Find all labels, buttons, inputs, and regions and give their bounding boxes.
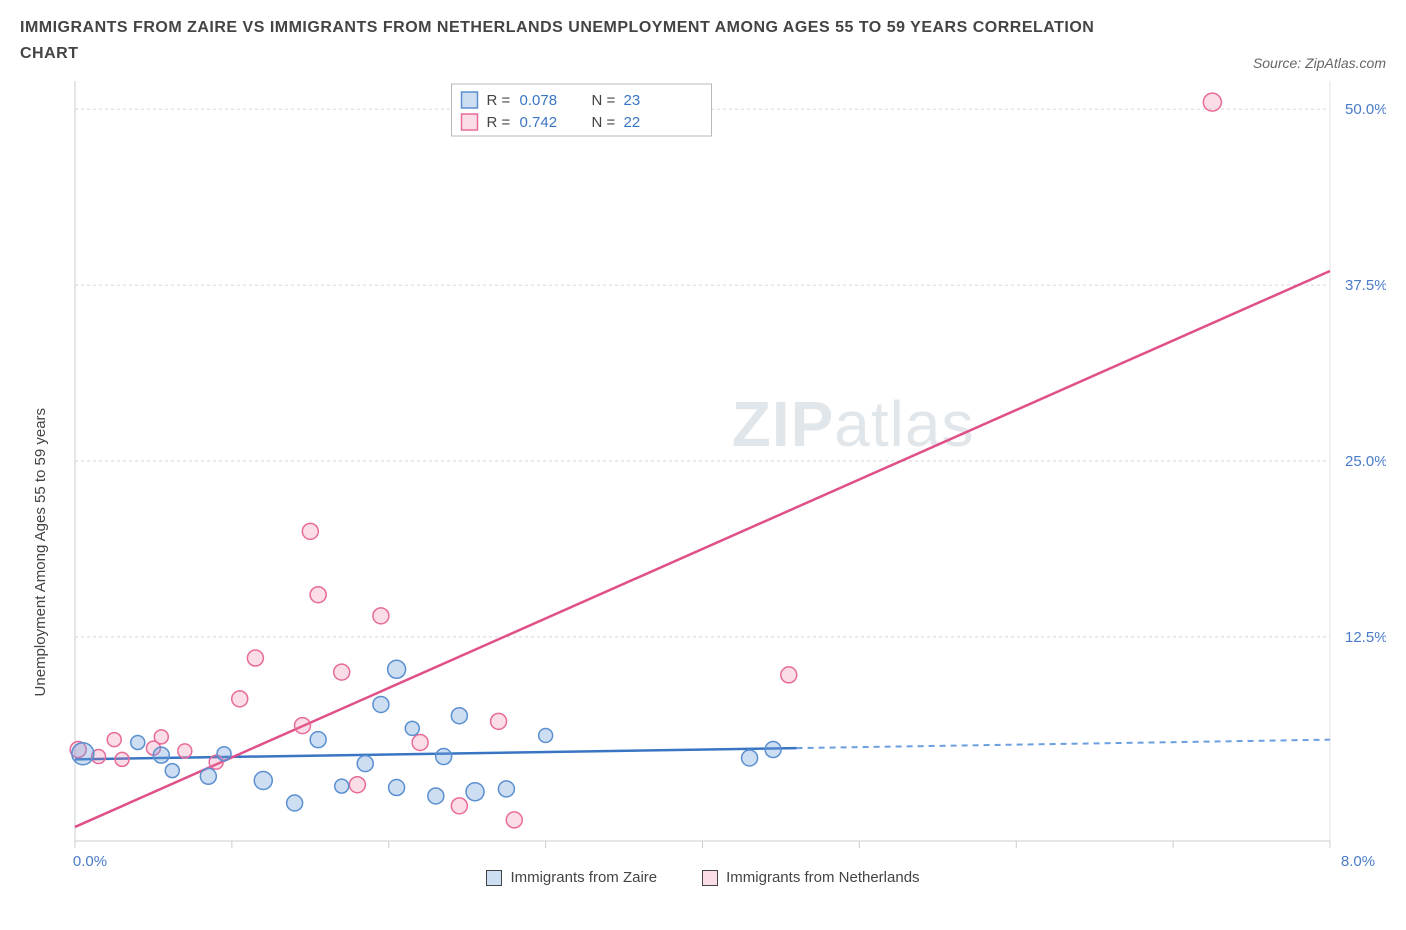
svg-text:22: 22	[624, 114, 641, 131]
chart-title: IMMIGRANTS FROM ZAIRE VS IMMIGRANTS FROM…	[20, 15, 1120, 66]
legend-item-netherlands: Immigrants from Netherlands	[702, 869, 919, 886]
svg-text:R =: R =	[487, 114, 511, 131]
svg-text:Unemployment Among Ages 55 to: Unemployment Among Ages 55 to 59 years	[32, 408, 49, 697]
svg-text:12.5%: 12.5%	[1345, 629, 1386, 646]
legend-swatch-pink	[702, 870, 718, 886]
chart-container: 12.5% 25.0% 37.5% 50.0% 0.0% 8.0% Unemployment…	[20, 76, 1386, 886]
svg-text:25.0%: 25.0%	[1345, 453, 1386, 470]
svg-text:ZIPatlas: ZIPatlas	[732, 388, 975, 460]
svg-text:8.0%: 8.0%	[1341, 853, 1375, 866]
legend-label-netherlands: Immigrants from Netherlands	[726, 869, 919, 886]
bottom-legend: Immigrants from Zaire Immigrants from Ne…	[20, 869, 1386, 886]
scatter-chart: 12.5% 25.0% 37.5% 50.0% 0.0% 8.0% Unemployment…	[20, 76, 1386, 866]
svg-text:0.078: 0.078	[520, 92, 558, 109]
svg-text:0.742: 0.742	[520, 114, 558, 131]
source-label: Source: ZipAtlas.com	[1253, 55, 1386, 71]
legend-label-zaire: Immigrants from Zaire	[510, 869, 657, 886]
legend-item-zaire: Immigrants from Zaire	[486, 869, 657, 886]
svg-text:23: 23	[624, 92, 641, 109]
svg-text:0.0%: 0.0%	[73, 853, 107, 866]
svg-text:50.0%: 50.0%	[1345, 101, 1386, 118]
legend-swatch-blue	[486, 870, 502, 886]
svg-text:N =: N =	[592, 114, 616, 131]
svg-text:37.5%: 37.5%	[1345, 277, 1386, 294]
svg-text:N =: N =	[592, 92, 616, 109]
svg-text:R =: R =	[487, 92, 511, 109]
